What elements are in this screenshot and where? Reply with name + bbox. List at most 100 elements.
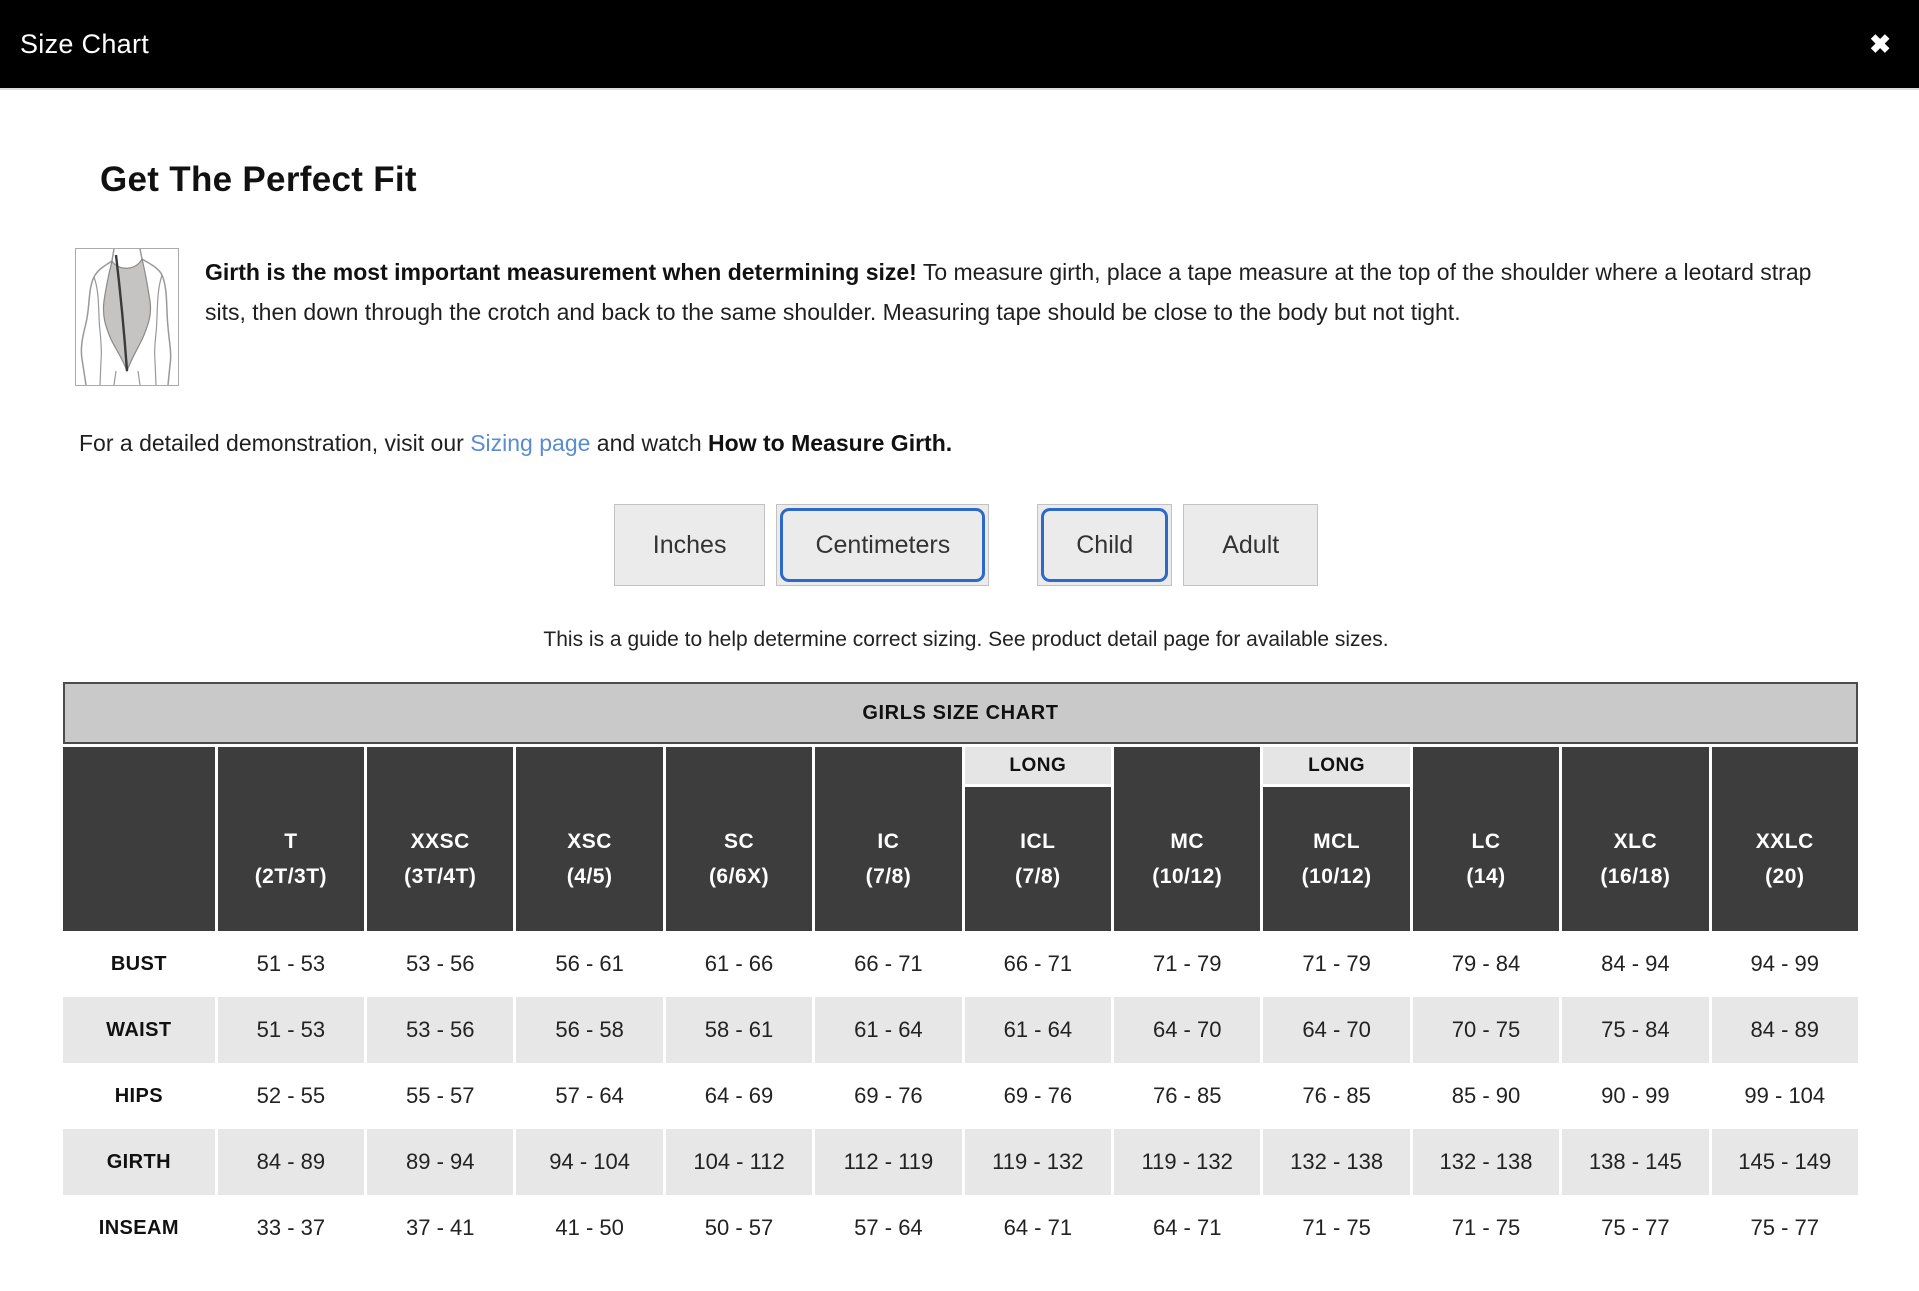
girth-intro-section: Girth is the most important measurement … [75, 248, 1857, 386]
column-label: MCL (10/12) [1263, 787, 1409, 931]
size-code: MCL [1313, 830, 1361, 853]
size-cell: 64 - 71 [1152, 1215, 1222, 1240]
column-header-ic: IC (7/8) [815, 747, 962, 931]
header-strip-spacer [1712, 747, 1858, 787]
girth-intro-rest: To measure girth, place a tape measure a… [205, 259, 1812, 325]
size-code: LC [1471, 830, 1501, 853]
size-cell: 119 - 132 [1114, 1129, 1261, 1195]
size-code: ICL [1020, 830, 1056, 853]
modal-title: Size Chart [20, 28, 150, 59]
size-code: SC [723, 830, 755, 853]
size-cell: 71 - 75 [1451, 1215, 1521, 1240]
size-cell: 99 - 104 [1744, 1083, 1826, 1108]
column-header-mc: MC (10/12) [1114, 747, 1261, 931]
table-body: BUST 51 - 53 53 - 56 56 - 61 61 - 66 66 - 71 6… [63, 931, 1858, 1261]
size-cell: 84 - 94 [1601, 951, 1670, 976]
size-cell: 75 - 77 [1750, 1215, 1820, 1240]
table-row-bust: BUST 51 - 53 53 - 56 56 - 61 61 - 66 66 - 71 6… [63, 931, 1858, 997]
size-cell: 79 - 84 [1451, 951, 1521, 976]
row-label-hips: HIPS [114, 1084, 163, 1107]
size-cell: 71 - 75 [1302, 1215, 1371, 1240]
size-cell: 89 - 94 [367, 1129, 514, 1195]
size-cell: 64 - 69 [704, 1083, 774, 1108]
column-label: ICL (7/8) [965, 787, 1111, 931]
size-range: (16/18) [1600, 865, 1671, 888]
size-cell: 84 - 89 [1711, 997, 1858, 1063]
demo-line: For a detailed demonstration, visit our … [79, 426, 1857, 460]
leotard-figure-icon [80, 248, 172, 386]
header-strip-spacer [367, 747, 513, 787]
column-header-xxsc: XXSC (3T/4T) [367, 747, 514, 931]
row-label-girth: GIRTH [63, 1129, 215, 1195]
size-cell: 69 - 76 [1003, 1083, 1073, 1108]
toggle-row: Inches Centimeters Child Adult [75, 504, 1857, 586]
size-cell: 66 - 71 [854, 951, 923, 976]
size-cell: 75 - 84 [1562, 997, 1709, 1063]
column-header-xsc: XSC (4/5) [516, 747, 663, 931]
sizing-guide-note: This is a guide to help determine correc… [543, 628, 1389, 651]
size-range: (7/8) [865, 865, 912, 888]
size-cell: 94 - 104 [516, 1129, 663, 1195]
column-label: XXLC (20) [1712, 787, 1858, 931]
size-cell: 41 - 50 [555, 1215, 624, 1240]
close-icon[interactable]: ✖ [1869, 29, 1891, 59]
table-header-row: T (2T/3T) XXSC (3T/4T) XSC (4/5) SC (6/6X) IC (7/… [63, 747, 1858, 931]
unit-button-inches[interactable]: Inches [613, 504, 766, 586]
size-cell: 84 - 89 [217, 1129, 365, 1195]
column-label: T (2T/3T) [218, 787, 364, 931]
sizing-page-link[interactable]: Sizing page [470, 430, 591, 456]
size-code: XSC [567, 830, 612, 853]
header-strip-spacer [815, 747, 961, 787]
size-cell: 57 - 64 [555, 1083, 624, 1108]
size-cell: 51 - 53 [256, 951, 326, 976]
size-cell: 138 - 145 [1562, 1129, 1709, 1195]
demo-middle: and watch [590, 430, 709, 456]
size-cell: 145 - 149 [1711, 1129, 1858, 1195]
size-cell: 64 - 70 [1114, 997, 1261, 1063]
column-header-xxlc: XXLC (20) [1711, 747, 1858, 931]
column-label: SC (6/6X) [666, 787, 812, 931]
table-corner-cell [63, 747, 215, 931]
size-range: (2T/3T) [254, 865, 328, 888]
column-label: XSC (4/5) [516, 787, 662, 931]
header-strip-spacer [516, 747, 662, 787]
column-header-lc: LC (14) [1412, 747, 1560, 931]
size-range: (20) [1765, 865, 1805, 888]
header-strip-spacer [218, 747, 364, 787]
size-cell: 37 - 41 [406, 1215, 475, 1240]
unit-button-centimeters[interactable]: Centimeters [776, 504, 990, 586]
size-code: XXLC [1755, 830, 1814, 853]
size-cell: 52 - 55 [256, 1083, 326, 1108]
table-row-girth: GIRTH 84 - 89 89 - 94 94 - 104 104 - 112 112 … [63, 1129, 1858, 1195]
row-label-bust: BUST [110, 952, 167, 975]
column-label: LC (14) [1413, 787, 1559, 931]
age-button-child[interactable]: Child [1037, 504, 1173, 586]
age-button-adult[interactable]: Adult [1183, 504, 1319, 586]
size-cell: 112 - 119 [815, 1129, 962, 1195]
modal-content: Get The Perfect Fit Girth is the most im… [0, 90, 1919, 1261]
column-header-icl: LONG ICL (7/8) [964, 747, 1112, 931]
size-cell: 50 - 57 [704, 1215, 774, 1240]
column-header-sc: SC (6/6X) [665, 747, 813, 931]
header-strip-spacer [1562, 747, 1708, 787]
size-cell: 33 - 37 [256, 1215, 326, 1240]
size-cell: 56 - 61 [555, 951, 624, 976]
table-row-hips: HIPS 52 - 55 55 - 57 57 - 64 64 - 69 69 - 76 6… [63, 1063, 1858, 1129]
size-cell: 70 - 75 [1412, 997, 1560, 1063]
size-cell: 104 - 112 [665, 1129, 813, 1195]
size-cell: 71 - 79 [1302, 951, 1371, 976]
girth-intro-bold: Girth is the most important measurement … [205, 259, 917, 285]
size-range: (4/5) [566, 865, 613, 888]
size-cell: 64 - 71 [1003, 1215, 1073, 1240]
size-cell: 51 - 53 [217, 997, 365, 1063]
size-cell: 64 - 70 [1263, 997, 1410, 1063]
long-badge: LONG [964, 747, 1112, 787]
size-range: (7/8) [1014, 865, 1061, 888]
size-code: XXSC [410, 830, 470, 853]
size-cell: 94 - 99 [1750, 951, 1820, 976]
size-cell: 76 - 85 [1302, 1083, 1371, 1108]
size-cell: 85 - 90 [1451, 1083, 1521, 1108]
size-code: XLC [1613, 830, 1658, 853]
size-cell: 90 - 99 [1601, 1083, 1670, 1108]
leotard-girth-illustration [75, 248, 179, 386]
